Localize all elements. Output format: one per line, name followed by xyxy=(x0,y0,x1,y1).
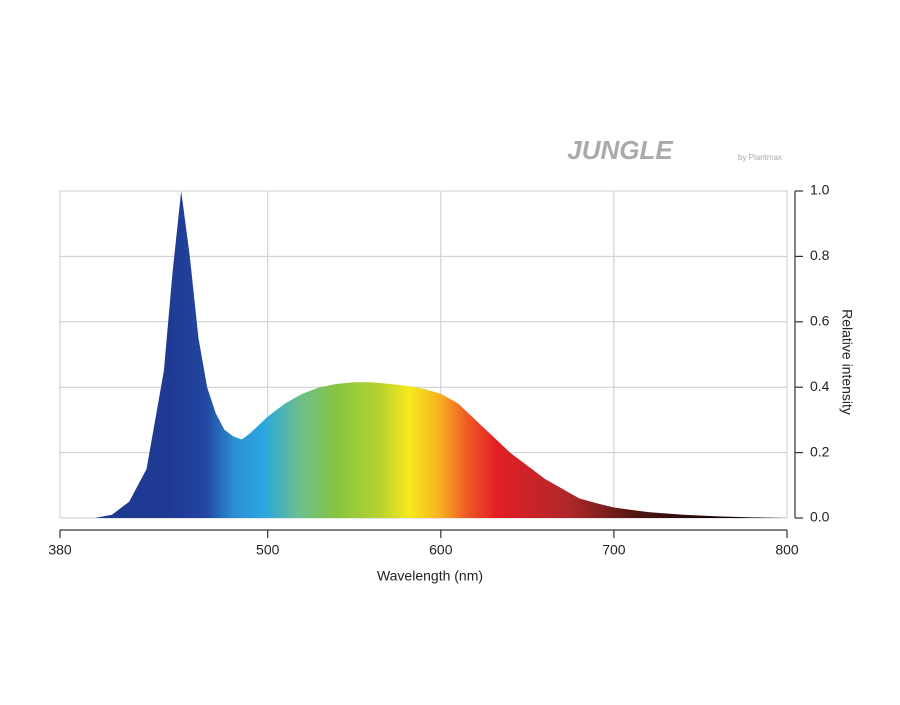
x-tick-label: 800 xyxy=(775,542,799,558)
x-axis-label: Wavelength (nm) xyxy=(377,568,483,584)
y-tick-label: 0.6 xyxy=(810,313,830,329)
y-tick-label: 0.4 xyxy=(810,378,830,394)
y-tick-label: 0.2 xyxy=(810,443,830,459)
x-tick-label: 700 xyxy=(602,542,626,558)
logo: JUNGLE xyxy=(567,135,673,165)
y-tick-label: 0.8 xyxy=(810,247,830,263)
spectrum-area xyxy=(94,191,788,518)
x-tick-label: 600 xyxy=(429,542,453,558)
x-tick-label: 500 xyxy=(256,542,280,558)
y-axis-label: Relative intensity xyxy=(839,309,855,415)
y-tick-label: 1.0 xyxy=(810,182,830,198)
logo-sub: by Plantmax xyxy=(738,153,782,162)
x-tick-label: 380 xyxy=(48,542,72,558)
y-tick-label: 0.0 xyxy=(810,509,830,525)
